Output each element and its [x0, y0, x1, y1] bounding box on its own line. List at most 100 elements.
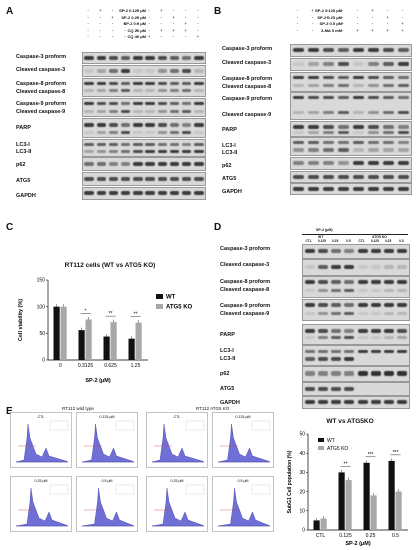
blot-band [157, 122, 167, 127]
blot-band [121, 56, 131, 60]
blot-band [317, 280, 328, 284]
blot-band [133, 143, 143, 147]
blot-band [304, 336, 315, 340]
blot-band [337, 83, 350, 87]
blot-band [370, 370, 381, 376]
blot-band [96, 122, 106, 127]
blot-band [382, 161, 395, 166]
blot-strip [82, 98, 206, 117]
histogram-stats-box [251, 420, 271, 431]
blot-band [357, 328, 368, 333]
treatment-sign: - [136, 8, 138, 13]
blot-band [384, 336, 395, 340]
legend-swatch-wt [318, 438, 324, 442]
x-tick-label: 1.25 [131, 363, 141, 369]
blot-band [121, 81, 131, 86]
blot-band [121, 130, 131, 134]
blot-band [157, 191, 167, 196]
blot-band [108, 176, 119, 181]
blot-band [304, 400, 315, 405]
blot-band [352, 75, 365, 80]
blot-strip [82, 65, 206, 77]
blot-strip [302, 259, 410, 276]
bar-wt [338, 472, 345, 530]
blot-band [108, 191, 119, 196]
blot-band [307, 148, 320, 152]
blot-band [133, 149, 143, 154]
blot-band [108, 149, 119, 154]
blot-band [108, 101, 119, 106]
histogram-peak [217, 487, 271, 527]
blot-band [317, 349, 328, 353]
blot-band [145, 69, 155, 73]
blot-label: Cleaved caspase-8 [220, 287, 270, 293]
treatment-sign: - [371, 21, 374, 27]
blot-band [96, 101, 106, 106]
blot-band [121, 101, 131, 106]
blot-band [157, 176, 167, 181]
blot-band [317, 328, 328, 333]
blot-band [96, 81, 106, 86]
blot-band [292, 95, 305, 100]
histogram-label: CTL [38, 415, 45, 419]
blot-band [317, 400, 328, 405]
histogram-stats-box [49, 420, 69, 431]
blot-band [357, 336, 368, 340]
bar-atg5-ko [345, 480, 352, 530]
blot-band [370, 328, 381, 333]
treatment-sign: - [341, 14, 344, 20]
blot-band [317, 336, 328, 340]
blot-band [344, 264, 355, 269]
blot-band [169, 81, 180, 86]
blot-band [397, 289, 408, 292]
blot-band [169, 176, 180, 181]
blot-band [337, 148, 350, 152]
blot-strip [302, 324, 410, 345]
blot-band [317, 386, 328, 391]
blot-band [145, 89, 155, 93]
blot-strip [290, 171, 412, 183]
blot-band [108, 89, 119, 93]
blot-band [331, 357, 342, 361]
condition-label: CQ 20 μM [127, 27, 146, 33]
blot-label: PARP [16, 125, 31, 131]
blot-band [331, 349, 342, 353]
blot-band [337, 62, 350, 66]
panel-b-label: B [214, 6, 222, 17]
blot-band [370, 289, 381, 292]
blot-band [397, 303, 408, 307]
blot-band [133, 89, 143, 93]
chart-e-subg1: 0 10 20 30 40 50 CTL 0.125 0.25 0.5 SubG1 Cell pop… [287, 432, 408, 547]
blot-band [121, 176, 131, 181]
treatment-sign: - [401, 8, 404, 13]
blot-band [352, 141, 365, 145]
blot-band [194, 143, 204, 147]
blot-band [344, 370, 355, 376]
blot-band [382, 75, 395, 80]
blot-band [169, 69, 180, 73]
blot-band [194, 161, 204, 166]
blot-band [397, 370, 408, 376]
blot-strip [82, 118, 206, 138]
lane-label: 0.25 [332, 239, 339, 243]
blot-band [322, 161, 335, 166]
treatment-sign: - [326, 27, 329, 33]
condition-label: 3-MA 5 mM [321, 27, 342, 33]
blot-label: Caspase-9 proform [220, 303, 271, 309]
blot-band [121, 161, 131, 166]
blot-band [121, 110, 131, 114]
histogram-stats-box [251, 484, 271, 495]
blot-band [96, 176, 106, 181]
blot-band [194, 69, 204, 73]
blot-band [397, 328, 408, 333]
blot-band [133, 176, 143, 181]
y-axis-label: Cell viability (%) [18, 299, 24, 341]
blot-band [322, 48, 335, 53]
blot-band [182, 161, 192, 166]
significance-stars: ** [344, 461, 348, 467]
blot-strip [290, 121, 412, 137]
histogram-peak [81, 423, 135, 463]
flow-histogram: 0.5 μM [212, 476, 274, 532]
blot-band [322, 131, 335, 135]
blot-label: ATG5 [222, 176, 237, 182]
